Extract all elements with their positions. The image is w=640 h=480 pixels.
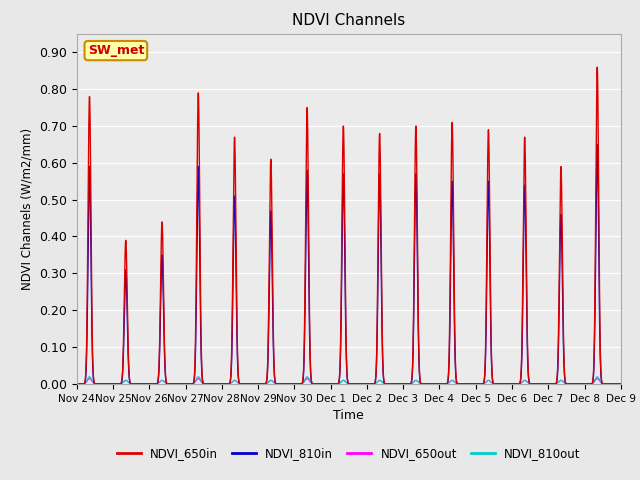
NDVI_650out — [565, 381, 573, 387]
NDVI_650in — [530, 381, 538, 387]
NDVI_650in — [564, 381, 572, 387]
X-axis label: Time: Time — [333, 409, 364, 422]
NDVI_650in — [73, 381, 81, 387]
Y-axis label: NDVI Channels (W/m2/mm): NDVI Channels (W/m2/mm) — [20, 128, 33, 290]
NDVI_810in — [493, 381, 500, 387]
NDVI_810out — [493, 381, 500, 387]
NDVI_810in — [593, 142, 601, 147]
Line: NDVI_810in: NDVI_810in — [77, 144, 640, 384]
NDVI_810out — [565, 381, 573, 387]
NDVI_810out — [73, 381, 81, 387]
NDVI_650out — [192, 379, 200, 384]
NDVI_650in — [593, 64, 601, 70]
Line: NDVI_650out: NDVI_650out — [77, 378, 640, 384]
NDVI_650out — [493, 381, 500, 387]
NDVI_650in — [192, 314, 200, 320]
NDVI_810out — [192, 378, 200, 384]
NDVI_810out — [530, 381, 538, 387]
NDVI_810in — [192, 331, 200, 337]
Legend: NDVI_650in, NDVI_810in, NDVI_650out, NDVI_810out: NDVI_650in, NDVI_810in, NDVI_650out, NDV… — [112, 443, 586, 465]
Line: NDVI_650in: NDVI_650in — [77, 67, 640, 384]
Title: NDVI Channels: NDVI Channels — [292, 13, 405, 28]
NDVI_810in — [145, 381, 153, 387]
NDVI_650in — [493, 381, 500, 387]
NDVI_650out — [195, 375, 202, 381]
NDVI_810out — [254, 381, 262, 387]
NDVI_810in — [442, 381, 449, 387]
NDVI_810in — [564, 381, 572, 387]
Text: SW_met: SW_met — [88, 44, 144, 57]
Line: NDVI_810out: NDVI_810out — [77, 377, 640, 384]
NDVI_650out — [530, 381, 538, 387]
NDVI_650in — [442, 381, 449, 387]
NDVI_650out — [254, 381, 262, 387]
NDVI_810in — [73, 381, 81, 387]
NDVI_650out — [442, 381, 449, 387]
NDVI_650in — [145, 381, 153, 387]
NDVI_650out — [73, 381, 81, 387]
NDVI_810out — [442, 381, 449, 387]
NDVI_810in — [530, 381, 538, 387]
NDVI_810out — [195, 374, 202, 380]
